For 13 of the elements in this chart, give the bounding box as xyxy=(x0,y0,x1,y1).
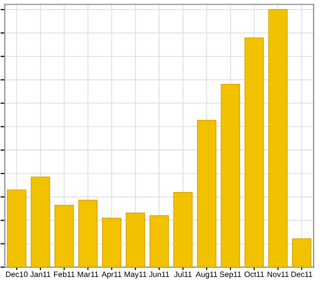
bar xyxy=(292,238,312,268)
bar xyxy=(126,212,146,268)
bar xyxy=(197,120,216,268)
bar xyxy=(54,204,74,268)
bar xyxy=(78,200,98,268)
bar xyxy=(244,37,264,268)
bar xyxy=(6,189,26,268)
bar xyxy=(102,218,122,268)
bar xyxy=(220,84,240,268)
bar xyxy=(173,192,193,268)
bar xyxy=(268,9,288,268)
bar xyxy=(150,215,169,268)
bar xyxy=(30,176,50,268)
